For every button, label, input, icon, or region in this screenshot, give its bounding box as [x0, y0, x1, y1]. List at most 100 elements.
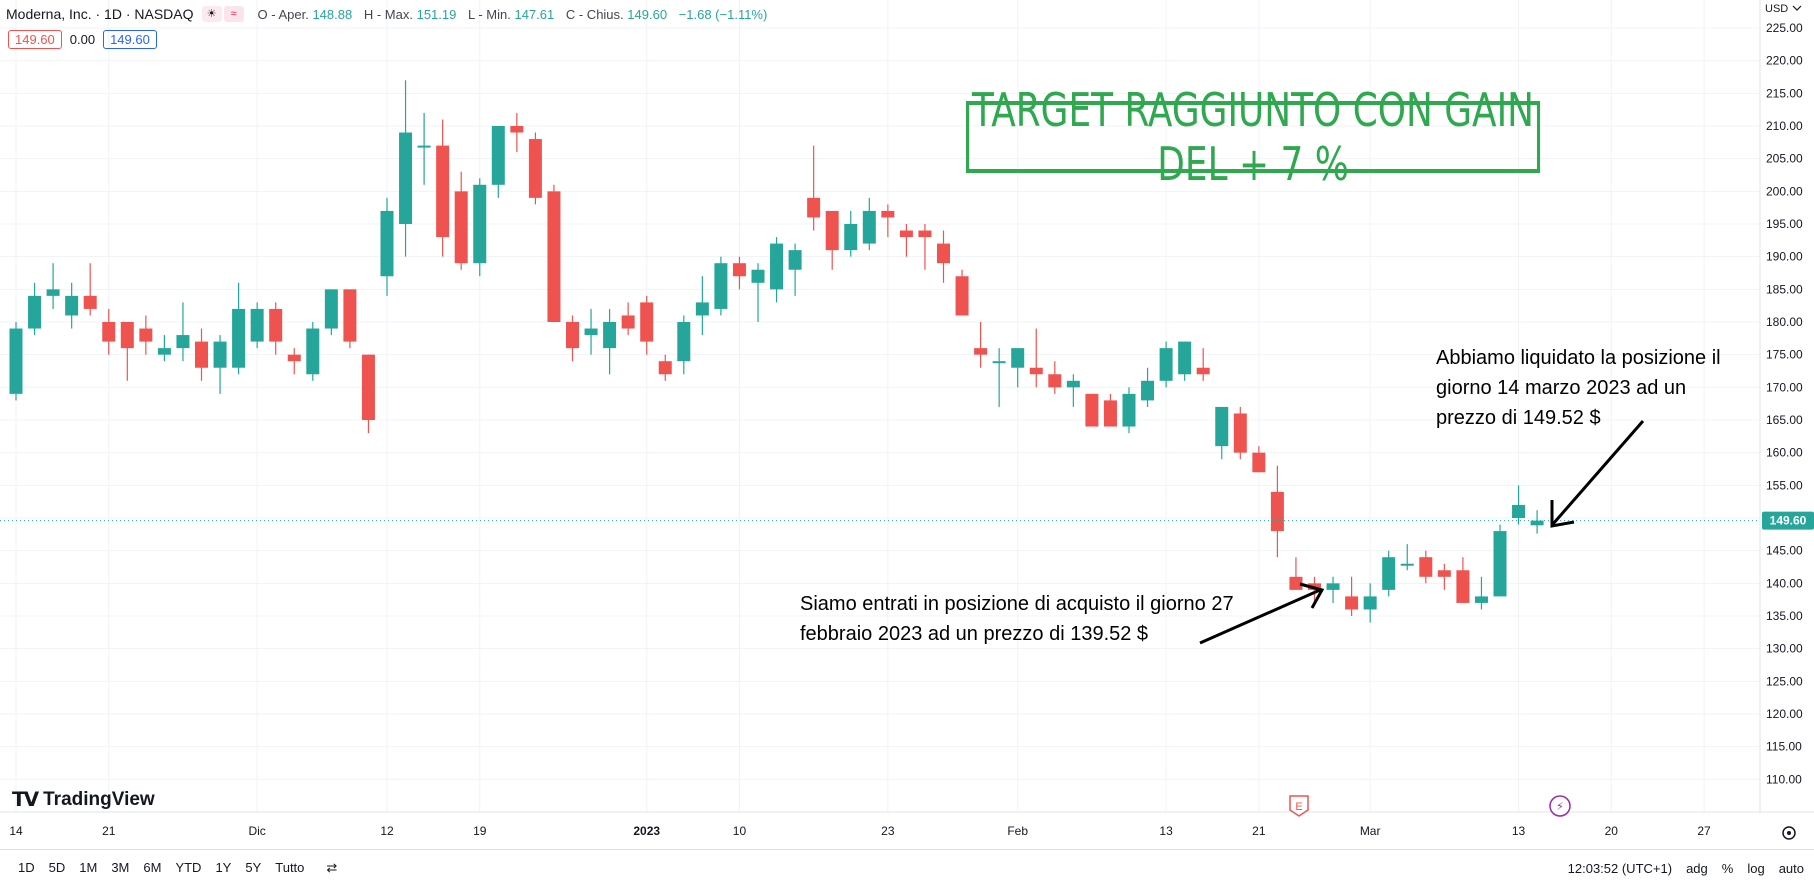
candle: [343, 289, 357, 349]
candle: [157, 335, 171, 362]
candle-body: [1289, 576, 1303, 590]
candle: [399, 80, 413, 257]
candle: [65, 282, 79, 329]
range-1d[interactable]: 1D: [18, 860, 35, 875]
candle: [1419, 550, 1433, 584]
x-tick-label: 14: [9, 824, 23, 838]
candle-body: [287, 354, 301, 362]
adjust-toggle[interactable]: adg: [1686, 860, 1708, 876]
range-5d[interactable]: 5D: [48, 860, 66, 875]
grid: [0, 0, 1760, 812]
tradingview-logo[interactable]: 𝗧𝗩 TradingView: [12, 787, 155, 812]
entry-annotation-line: febbraio 2023 ad un prezzo di 139.52 $: [800, 623, 1149, 645]
clock-time[interactable]: 12:03:52 (UTC+1): [1567, 860, 1673, 876]
candle: [844, 210, 858, 257]
open-value: 148.88: [312, 6, 353, 22]
range-1m[interactable]: 1M: [79, 860, 98, 875]
candle: [491, 126, 505, 198]
close-label: C - Chius.: [565, 6, 624, 22]
ohlc-values: O - Aper. 148.88 H - Max. 151.19 L - Min…: [258, 7, 768, 22]
y-tick-label: 190.00: [1766, 250, 1803, 264]
candle-body: [584, 328, 598, 336]
y-tick-label: 135.00: [1766, 609, 1803, 623]
candle-body: [195, 341, 208, 368]
candle-body: [361, 354, 375, 420]
range-selector: 1D 5D 1M 3M 6M YTD 1Y 5Y Tutto ⇄: [18, 860, 337, 876]
candle-body: [28, 295, 42, 329]
y-tick-label: 185.00: [1766, 282, 1803, 296]
candle: [436, 119, 450, 257]
candle-body: [1215, 406, 1229, 447]
candle-body: [1103, 400, 1117, 427]
candle: [287, 348, 301, 375]
candle: [1289, 557, 1303, 590]
price-axis[interactable]: 110.00 115.00 120.00 125.00 130.00 135.00 140.…: [1766, 21, 1803, 786]
candle-body: [770, 243, 784, 290]
candle: [46, 263, 60, 309]
candle: [881, 204, 895, 238]
candle-body: [1437, 570, 1451, 577]
candle: [1474, 576, 1488, 610]
candle: [695, 276, 709, 336]
candle-body: [324, 289, 338, 329]
candle: [1400, 544, 1414, 571]
y-tick-label: 215.00: [1766, 86, 1803, 100]
entry-annotation: Siamo entrati in posizione di acquisto i…: [800, 589, 1234, 649]
candle-body: [1270, 491, 1284, 532]
candle-body: [1159, 348, 1173, 381]
candle-body: [120, 322, 134, 349]
symbol-title[interactable]: Moderna, Inc. · 1D · NASDAQ: [6, 6, 194, 22]
auto-toggle[interactable]: auto: [1778, 860, 1804, 876]
buy-price-box[interactable]: 149.60: [103, 30, 157, 49]
earnings-event-marker[interactable]: E: [1289, 795, 1309, 817]
candle: [1141, 367, 1155, 407]
candle: [176, 302, 190, 362]
candle: [677, 315, 691, 375]
log-toggle[interactable]: log: [1747, 860, 1765, 876]
y-tick-label: 220.00: [1766, 54, 1803, 68]
x-tick-label: 21: [102, 824, 116, 838]
range-5y[interactable]: 5Y: [245, 860, 262, 875]
candle: [1233, 406, 1247, 460]
percent-toggle[interactable]: %: [1721, 860, 1734, 876]
range-1y[interactable]: 1Y: [215, 860, 232, 875]
dividend-event-marker[interactable]: ⚡: [1549, 795, 1571, 817]
candle: [547, 184, 561, 322]
candle-body: [788, 250, 802, 270]
candle: [1066, 374, 1080, 407]
range-all[interactable]: Tutto: [275, 860, 305, 875]
candle-body: [1326, 583, 1340, 590]
candle-body: [974, 348, 988, 355]
y-tick-label: 160.00: [1766, 446, 1803, 460]
candle: [1085, 393, 1099, 427]
currency-chevron-icon[interactable]: [1792, 5, 1802, 11]
candle: [899, 224, 913, 257]
range-3m[interactable]: 3M: [111, 860, 130, 875]
candle-body: [380, 210, 394, 277]
candle-body: [473, 184, 487, 264]
candle: [528, 132, 542, 205]
candle-body: [1048, 374, 1062, 388]
candle-body: [306, 328, 320, 375]
candle: [1159, 341, 1173, 388]
candle-body: [603, 322, 617, 349]
date-range-icon[interactable]: ⇄: [326, 860, 338, 875]
sell-price-box[interactable]: 149.60: [8, 30, 62, 49]
candle: [770, 237, 784, 303]
time-axis[interactable]: 14 21 Dic 12 19 2023 10 23 Feb 13 21 Mar 13 20 27: [9, 824, 1711, 838]
candle-body: [343, 289, 357, 342]
x-tick-label: 10: [733, 824, 747, 838]
entry-arrow: [1199, 582, 1325, 645]
y-tick-label: 140.00: [1766, 576, 1803, 590]
gear-icon[interactable]: [1782, 826, 1796, 840]
candle: [1122, 387, 1136, 434]
range-ytd[interactable]: YTD: [175, 860, 202, 875]
candle-body: [1029, 367, 1043, 375]
candle: [510, 112, 524, 153]
y-tick-label: 180.00: [1766, 315, 1803, 329]
range-6m[interactable]: 6M: [143, 860, 162, 875]
x-tick-label: 13: [1512, 824, 1526, 838]
currency-label[interactable]: USD: [1765, 3, 1788, 15]
candle-body: [399, 132, 413, 224]
